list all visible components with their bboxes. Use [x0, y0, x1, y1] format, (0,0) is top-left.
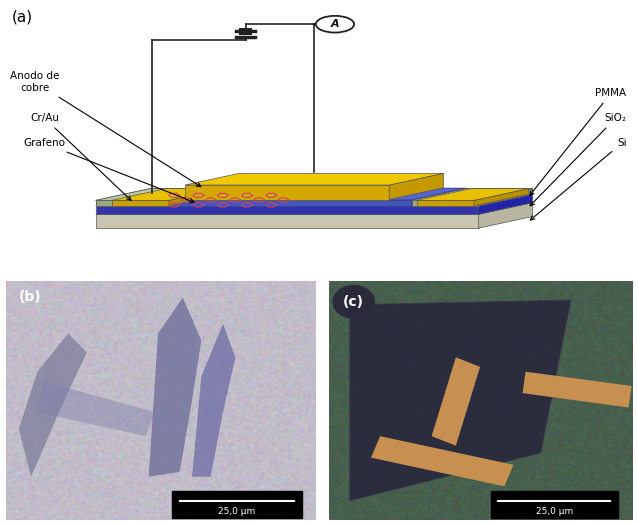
Text: Grafeno: Grafeno	[24, 138, 194, 203]
Polygon shape	[37, 381, 155, 436]
Polygon shape	[19, 333, 87, 477]
Polygon shape	[96, 194, 533, 206]
Text: (a): (a)	[11, 10, 33, 25]
Polygon shape	[412, 188, 533, 201]
FancyBboxPatch shape	[172, 490, 302, 518]
Circle shape	[333, 286, 375, 318]
Polygon shape	[96, 203, 533, 214]
Polygon shape	[163, 188, 217, 206]
Polygon shape	[417, 188, 528, 201]
Text: SiO₂: SiO₂	[530, 113, 627, 206]
Polygon shape	[96, 206, 478, 214]
Polygon shape	[478, 188, 533, 206]
Text: A: A	[330, 19, 339, 29]
Text: Anodo de
cobre: Anodo de cobre	[10, 71, 201, 186]
Polygon shape	[478, 194, 533, 214]
Text: Si: Si	[530, 138, 627, 220]
Polygon shape	[371, 436, 514, 486]
Polygon shape	[478, 203, 533, 228]
Polygon shape	[96, 188, 533, 201]
Text: PMMA: PMMA	[530, 88, 627, 195]
Polygon shape	[112, 188, 223, 201]
Polygon shape	[96, 188, 217, 201]
Polygon shape	[185, 173, 443, 185]
Text: (b): (b)	[19, 290, 41, 304]
Polygon shape	[417, 201, 474, 206]
Polygon shape	[192, 324, 235, 477]
Polygon shape	[96, 201, 478, 206]
Polygon shape	[389, 173, 443, 200]
Polygon shape	[163, 188, 466, 200]
Polygon shape	[96, 214, 478, 228]
Text: 25,0 μm: 25,0 μm	[536, 507, 573, 516]
Polygon shape	[478, 188, 533, 206]
Polygon shape	[412, 201, 478, 206]
Polygon shape	[350, 300, 571, 501]
Polygon shape	[523, 372, 632, 407]
Polygon shape	[431, 358, 480, 446]
Text: Cr/Au: Cr/Au	[30, 113, 131, 201]
Circle shape	[316, 16, 354, 33]
Polygon shape	[412, 188, 466, 206]
Polygon shape	[474, 188, 528, 206]
Polygon shape	[96, 201, 163, 206]
Polygon shape	[169, 188, 223, 206]
Text: 25,0 μm: 25,0 μm	[218, 507, 256, 516]
Polygon shape	[185, 185, 389, 200]
FancyBboxPatch shape	[491, 490, 618, 518]
Polygon shape	[149, 298, 202, 477]
Text: (c): (c)	[343, 296, 364, 309]
Polygon shape	[163, 200, 412, 206]
Polygon shape	[112, 201, 169, 206]
